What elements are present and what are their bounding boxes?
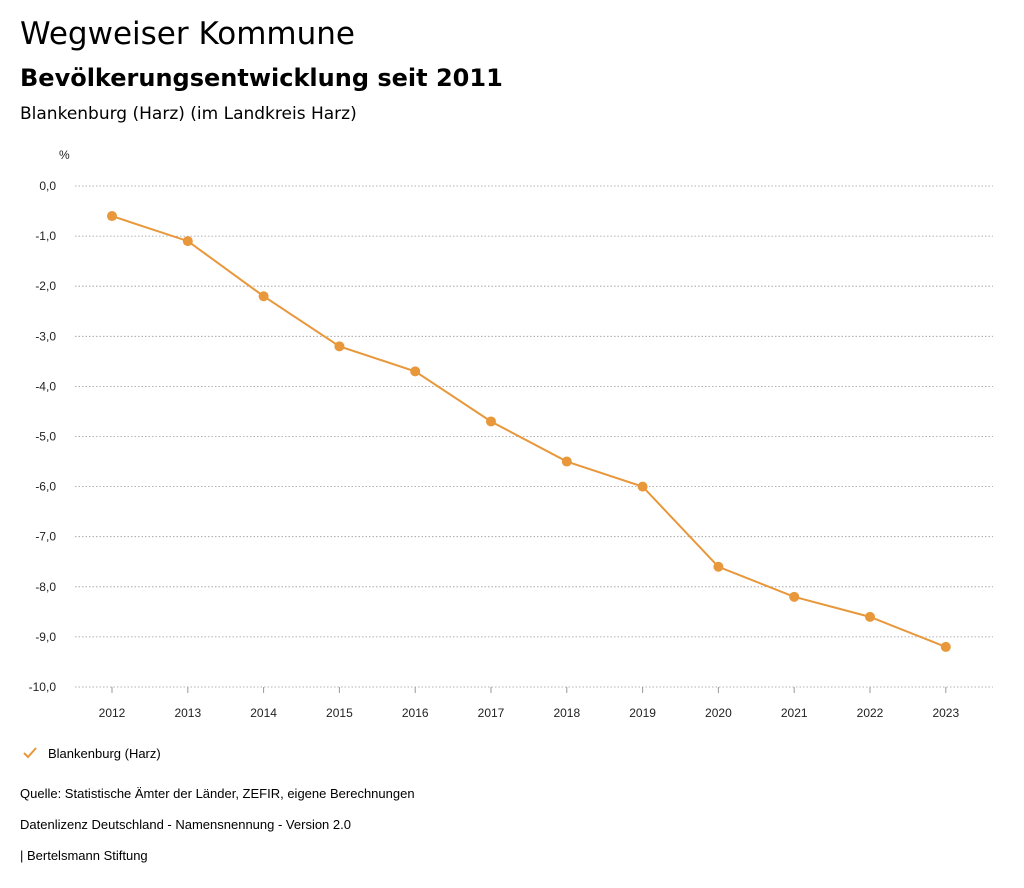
x-axis-ticks: 2012 2013 2014 2015 2016 2017 2018 2019 2020 2021… [99,687,959,720]
x-tick-label: 2022 [857,706,884,720]
legend-label: Blankenburg (Harz) [48,745,161,761]
page-title: Wegweiser Kommune [20,16,355,52]
y-tick-label: -4,0 [35,379,56,393]
series-line [111,215,947,648]
line-chart: % 0,0 -1,0 -2,0 -3,0 -4,0 -5,0 -6,0 -7,0 -8,0 -9,… [29,148,993,720]
y-tick-label: -5,0 [35,430,56,444]
data-point[interactable] [865,611,875,622]
data-point[interactable] [334,341,345,352]
x-tick-label: 2023 [932,706,959,720]
data-point[interactable] [182,236,193,247]
x-tick-label: 2013 [174,706,201,720]
data-point[interactable] [107,211,117,222]
x-tick-label: 2020 [705,706,732,720]
data-point[interactable] [713,561,724,572]
y-tick-label: -3,0 [35,329,56,343]
y-tick-label: -9,0 [35,630,56,644]
y-axis-ticks: 0,0 -1,0 -2,0 -3,0 -4,0 -5,0 -6,0 -7,0 -8,0 -9,0 -… [29,179,57,694]
legend[interactable]: Blankenburg (Harz) [22,745,161,761]
data-series [107,211,951,652]
chart-subtitle: Bevölkerungsentwicklung seit 2011 [20,64,503,92]
y-tick-label: -8,0 [35,580,56,594]
x-tick-label: 2014 [250,706,277,720]
y-tick-label: -7,0 [35,530,56,544]
data-point[interactable] [258,291,269,302]
data-point[interactable] [410,366,421,377]
x-tick-label: 2016 [402,706,429,720]
x-tick-label: 2021 [781,706,808,720]
y-tick-label: -1,0 [35,229,56,243]
data-point[interactable] [637,481,648,492]
data-point[interactable] [561,456,572,467]
y-tick-label: -6,0 [35,480,56,494]
license-note: Datenlizenz Deutschland - Namensnennung … [20,817,351,832]
grid-lines [75,185,993,688]
y-tick-label: -10,0 [29,680,57,694]
x-tick-label: 2017 [478,706,505,720]
x-tick-label: 2018 [553,706,580,720]
x-tick-label: 2012 [99,706,126,720]
checkmark-icon [23,747,37,759]
place-label: Blankenburg (Harz) (im Landkreis Harz) [20,104,357,124]
data-point[interactable] [940,641,951,652]
data-point[interactable] [789,591,800,602]
data-point[interactable] [486,416,496,427]
x-tick-label: 2019 [629,706,656,720]
y-tick-label: 0,0 [39,179,56,193]
y-axis-unit-label: % [59,148,70,162]
source-note: Quelle: Statistische Ämter der Länder, Z… [20,786,415,801]
y-tick-label: -2,0 [35,279,56,293]
credit-note: | Bertelsmann Stiftung [20,848,148,863]
x-tick-label: 2015 [326,706,353,720]
